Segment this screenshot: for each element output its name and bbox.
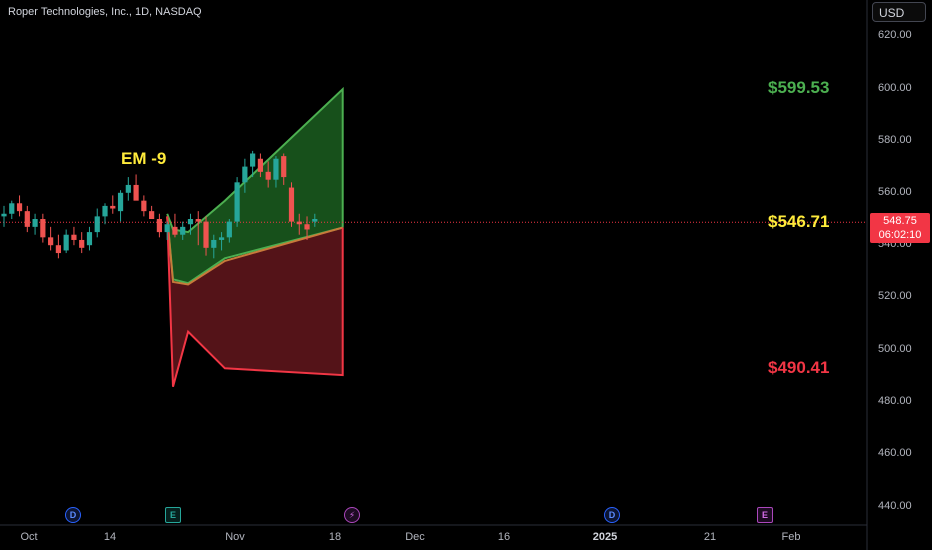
candle-body xyxy=(102,205,108,217)
candle-body xyxy=(195,219,201,222)
bar-countdown: 06:02:10 xyxy=(878,229,922,241)
candle-body xyxy=(250,153,256,167)
candle-body xyxy=(1,213,7,217)
x-axis-tick: 2025 xyxy=(592,531,618,543)
x-axis-tick: Dec xyxy=(405,531,425,543)
candle-body xyxy=(265,171,271,180)
x-axis-tick: 18 xyxy=(328,531,342,543)
candle-body xyxy=(211,239,217,248)
last-price-label: 548.75 06:02:10 xyxy=(870,213,930,243)
candle-body xyxy=(94,216,100,233)
candle-body xyxy=(63,234,69,251)
lower-target-label: $490.41 xyxy=(768,358,830,377)
candle-body xyxy=(79,239,85,248)
candle-body xyxy=(273,158,279,180)
candle-body xyxy=(226,221,232,238)
y-axis-tick: 460.00 xyxy=(878,447,912,459)
y-axis-tick: 520.00 xyxy=(878,290,912,302)
lower-bound-line xyxy=(166,216,344,387)
earnings-icon[interactable]: E xyxy=(757,507,773,523)
candle-body xyxy=(110,205,116,209)
lower-zone xyxy=(167,216,343,387)
y-axis-tick: 440.00 xyxy=(878,500,912,512)
candle-body xyxy=(180,226,186,235)
candle-body xyxy=(16,203,23,212)
candle-body xyxy=(24,211,30,227)
candle-body xyxy=(281,156,287,178)
mid-target-label: $546.71 xyxy=(768,212,830,231)
candle-body xyxy=(156,219,162,233)
candle-body xyxy=(203,221,209,248)
candle-body xyxy=(48,237,54,246)
y-axis-tick: 480.00 xyxy=(878,395,912,407)
currency-selector[interactable]: USD xyxy=(872,2,926,22)
candle-body xyxy=(86,232,93,246)
last-price-value: 548.75 xyxy=(883,215,917,227)
y-axis-tick: 600.00 xyxy=(878,82,912,94)
candle-body xyxy=(40,219,46,238)
candle-body xyxy=(32,219,38,227)
candle-body xyxy=(257,158,264,172)
candle-body xyxy=(242,166,248,183)
symbol-title[interactable]: Roper Technologies, Inc., 1D, NASDAQ xyxy=(8,6,202,18)
candle-body xyxy=(125,184,131,193)
candle-body xyxy=(312,219,318,222)
candle-body xyxy=(117,192,124,212)
candle-body xyxy=(55,245,61,254)
candle-body xyxy=(218,237,225,240)
x-axis-tick: 16 xyxy=(497,531,511,543)
y-axis-tick: 580.00 xyxy=(878,134,912,146)
candle-body xyxy=(172,226,178,235)
candle-body xyxy=(234,182,240,222)
dividend-icon[interactable]: D xyxy=(604,507,620,523)
y-axis-tick: 500.00 xyxy=(878,343,912,355)
em-label: EM -9 xyxy=(121,149,167,168)
candle-body xyxy=(164,224,170,233)
candle-body xyxy=(71,234,77,240)
y-axis-tick: 560.00 xyxy=(878,186,912,198)
x-axis-tick: Feb xyxy=(781,531,801,543)
candle-body xyxy=(296,221,302,225)
candle-body xyxy=(133,184,139,201)
x-axis-tick: Oct xyxy=(20,531,38,543)
candle-body xyxy=(304,224,310,230)
candle-body xyxy=(149,211,155,219)
candle-body xyxy=(9,203,15,214)
x-axis-tick: Nov xyxy=(225,531,245,543)
split-event-icon[interactable]: ⚡ xyxy=(344,507,360,523)
dividend-icon[interactable]: D xyxy=(65,507,81,523)
x-axis-tick: 21 xyxy=(703,531,717,543)
mid-lower-line xyxy=(166,216,343,286)
y-axis-tick: 620.00 xyxy=(878,29,912,41)
earnings-icon[interactable]: E xyxy=(165,507,181,523)
upper-target-label: $599.53 xyxy=(768,78,830,97)
candle-body xyxy=(141,200,147,212)
candle-body xyxy=(288,187,295,222)
candle-body xyxy=(187,219,194,225)
x-axis-tick: 14 xyxy=(103,531,117,543)
